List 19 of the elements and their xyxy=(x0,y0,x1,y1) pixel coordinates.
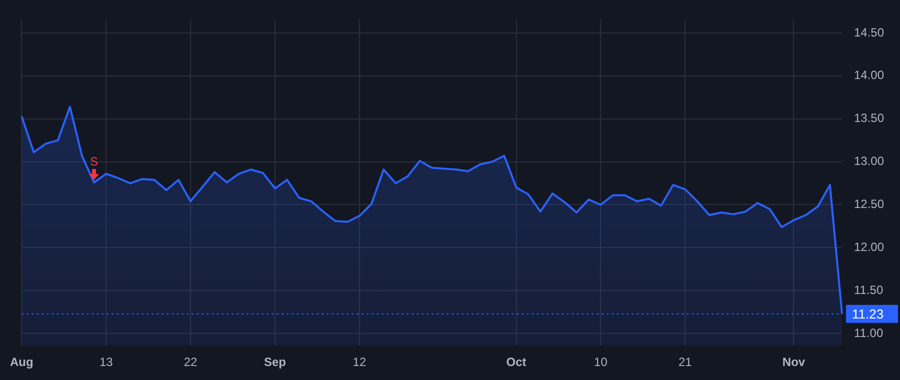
x-tick-label: Oct xyxy=(506,355,526,370)
y-tick-label: 11.00 xyxy=(854,326,884,340)
y-tick-label: 12.50 xyxy=(854,197,884,212)
x-tick-label: Aug xyxy=(10,355,34,370)
x-tick-label: 13 xyxy=(99,355,114,370)
y-tick-label: 11.50 xyxy=(854,282,884,297)
x-tick-label: 22 xyxy=(184,355,198,370)
ref-line-label: 11.23 xyxy=(852,306,884,322)
x-tick-label: Nov xyxy=(782,355,806,370)
y-tick-label: 13.50 xyxy=(854,111,884,126)
y-tick-label: 12.00 xyxy=(854,240,884,254)
x-tick-label: Sep xyxy=(264,355,286,370)
x-tick-label: 12 xyxy=(352,355,366,370)
x-tick-label: 21 xyxy=(678,355,692,370)
y-tick-label: 14.00 xyxy=(854,68,884,82)
y-tick-label: 13.00 xyxy=(854,154,884,168)
y-tick-label: 14.50 xyxy=(854,25,884,40)
annotation: S xyxy=(90,154,98,169)
x-tick-label: 10 xyxy=(594,355,608,370)
